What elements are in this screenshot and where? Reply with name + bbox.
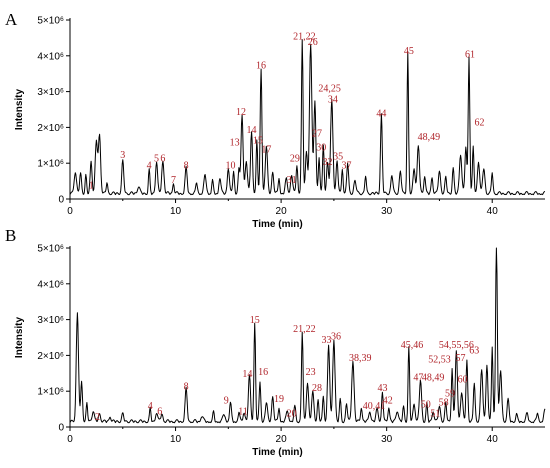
peak-annotation: 57	[456, 353, 466, 364]
peak-annotation: 60	[458, 374, 468, 385]
peak-annotation: 26	[308, 37, 318, 48]
peak-annotation: 47	[413, 372, 423, 383]
peak-annotation: 37	[342, 161, 352, 172]
y-tick-label: 3×10⁶	[37, 87, 64, 98]
chromatogram-panel-b: 0 10 20 30 40 0 1×10⁶ 2×10⁶ 3×10⁶ 4×10⁶ 5×10⁶ Time …	[5, 226, 546, 458]
peak-annotation: 59	[445, 389, 455, 400]
peak-annotation: 45	[404, 46, 414, 57]
y-tick-label: 4×10⁶	[37, 279, 64, 290]
chromatogram-panel-a: 0 10 20 30 40 0 1×10⁶ 2×10⁶ 3×10⁶ 4×10⁶ 5×10⁶ Time …	[5, 10, 546, 230]
peak-annotation: 35	[333, 152, 343, 163]
panel-label: A	[5, 10, 18, 29]
x-tick-label: 40	[487, 206, 499, 217]
peak-annotation: 54,55,56	[439, 340, 474, 351]
peak-annotation: 10	[225, 161, 235, 172]
x-tick-label: 20	[276, 206, 288, 217]
y-tick-label: 2×10⁶	[37, 123, 64, 134]
peak-annotation: 8	[184, 161, 189, 172]
peak-annotation: 58	[439, 398, 449, 409]
peak-annotation: 2	[95, 412, 100, 423]
peak-annotation: 44	[376, 109, 386, 120]
peak-annotation: 48,49	[418, 132, 441, 143]
peak-annotation: 42	[383, 396, 393, 407]
x-tick-label: 30	[381, 434, 393, 445]
peak-annotation: 17	[261, 144, 271, 155]
x-axis-title: Time (min)	[252, 447, 302, 458]
x-tick-label: 0	[67, 434, 73, 445]
y-tick-label: 1×10⁶	[37, 159, 64, 170]
peak-annotation: 5	[154, 153, 159, 164]
peak-annotation: 3	[120, 150, 125, 161]
peak-annotation: 15	[253, 136, 263, 147]
peak-annotation: 32	[323, 157, 333, 168]
y-tick-label: 5×10⁶	[37, 16, 64, 27]
peak-annotation: 23	[306, 367, 316, 378]
peak-annotation: 43	[377, 383, 387, 394]
x-tick-label: 20	[276, 434, 288, 445]
peak-annotation: 62	[475, 118, 485, 129]
peak-annotation: 51	[430, 408, 440, 419]
peak-annotation: 33	[322, 335, 332, 346]
x-tick-label: 10	[170, 434, 182, 445]
peak-annotation: 24,25	[318, 84, 341, 95]
peak-annotation: 30	[316, 143, 326, 154]
peak-annotation: 36	[331, 331, 341, 342]
peak-annotation: 16	[258, 367, 268, 378]
peak-annotation: 16	[256, 60, 266, 71]
peak-annotation: 8	[184, 381, 189, 392]
y-tick-label: 5×10⁶	[37, 244, 64, 255]
peak-annotation: 14	[247, 125, 257, 136]
peak-annotation: 28	[312, 383, 322, 394]
peak-annotation: 48,49	[422, 372, 445, 383]
y-axis-title: Intensity	[14, 89, 25, 131]
x-tick-label: 10	[170, 206, 182, 217]
peak-annotation: 6	[160, 153, 165, 164]
peak-annotation: 11	[238, 406, 248, 417]
x-tick-label: 30	[381, 206, 393, 217]
peak-annotation: 45,46	[401, 340, 424, 351]
x-tick-label: 40	[487, 434, 499, 445]
panel-label: B	[5, 226, 16, 245]
y-tick-label: 2×10⁶	[37, 351, 64, 362]
peak-annotation: 50	[421, 399, 431, 410]
peak-annotation: 27	[312, 128, 322, 139]
y-axis-title: Intensity	[14, 317, 25, 359]
x-tick-label: 0	[67, 206, 73, 217]
peak-annotation: 63	[469, 346, 479, 357]
peak-annotation: 31	[287, 175, 297, 186]
peak-annotation: 15	[250, 315, 260, 326]
peak-annotation: 21,22	[293, 32, 316, 43]
y-tick-label: 4×10⁶	[37, 51, 64, 62]
peak-annotation: 13	[230, 137, 240, 148]
peak-annotation: 40,41	[363, 401, 386, 412]
peak-annotation: 4	[147, 161, 152, 172]
x-axis-title: Time (min)	[252, 219, 302, 230]
peak-annotation: 19	[274, 394, 284, 405]
peak-annotation: 1	[89, 180, 94, 191]
peak-annotation: 4	[148, 401, 153, 412]
y-tick-label: 1×10⁶	[37, 387, 64, 398]
y-tick-label: 0	[58, 423, 64, 434]
chromatogram-trace	[69, 247, 546, 424]
chromatogram-trace	[69, 39, 546, 196]
peak-annotation: 29	[290, 153, 300, 164]
peak-annotation: 14	[242, 369, 252, 380]
peak-annotation: 12	[236, 107, 246, 118]
peak-annotation: 52,53	[428, 355, 451, 366]
y-tick-label: 0	[58, 195, 64, 206]
peak-annotation: 6	[157, 406, 162, 417]
y-tick-label: 3×10⁶	[37, 315, 64, 326]
peak-annotation: 61	[465, 50, 475, 61]
peak-annotation: 34	[328, 94, 338, 105]
peak-annotation: 20	[287, 408, 297, 419]
peak-annotation: 9	[224, 396, 229, 407]
peak-annotation: 7	[171, 175, 176, 186]
peak-annotation: 21,22	[293, 324, 316, 335]
peak-annotation: 38,39	[349, 353, 372, 364]
